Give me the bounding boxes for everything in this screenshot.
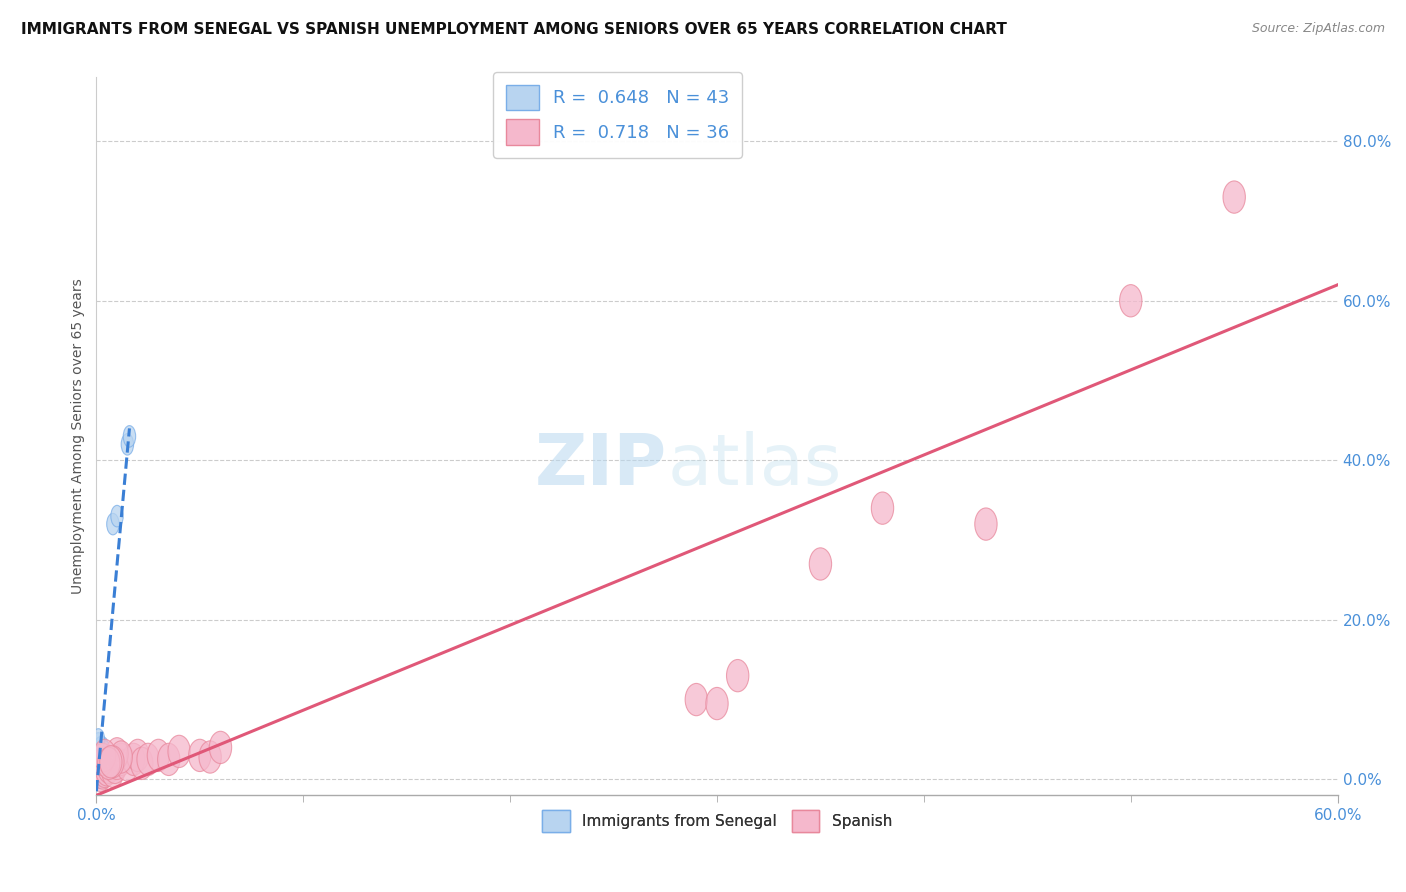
Ellipse shape bbox=[97, 766, 108, 788]
Ellipse shape bbox=[94, 748, 107, 770]
Ellipse shape bbox=[110, 741, 132, 773]
Ellipse shape bbox=[94, 753, 107, 774]
Ellipse shape bbox=[810, 548, 831, 580]
Ellipse shape bbox=[94, 762, 107, 784]
Ellipse shape bbox=[98, 751, 111, 772]
Ellipse shape bbox=[93, 762, 104, 784]
Ellipse shape bbox=[110, 743, 132, 775]
Ellipse shape bbox=[97, 756, 108, 778]
Ellipse shape bbox=[93, 756, 104, 778]
Ellipse shape bbox=[91, 743, 114, 775]
Ellipse shape bbox=[107, 513, 120, 535]
Ellipse shape bbox=[93, 767, 104, 789]
Ellipse shape bbox=[98, 762, 111, 784]
Ellipse shape bbox=[98, 740, 111, 762]
Ellipse shape bbox=[94, 737, 107, 758]
Ellipse shape bbox=[94, 759, 107, 780]
Ellipse shape bbox=[209, 731, 232, 764]
Ellipse shape bbox=[148, 739, 170, 772]
Ellipse shape bbox=[97, 747, 120, 780]
Ellipse shape bbox=[93, 756, 115, 788]
Ellipse shape bbox=[101, 756, 124, 788]
Ellipse shape bbox=[91, 756, 114, 789]
Ellipse shape bbox=[97, 764, 108, 786]
Ellipse shape bbox=[97, 763, 108, 785]
Ellipse shape bbox=[93, 766, 104, 788]
Ellipse shape bbox=[100, 764, 112, 786]
Ellipse shape bbox=[98, 766, 111, 788]
Ellipse shape bbox=[93, 729, 104, 750]
Ellipse shape bbox=[93, 761, 104, 782]
Ellipse shape bbox=[122, 743, 145, 775]
Ellipse shape bbox=[103, 762, 115, 784]
Ellipse shape bbox=[90, 759, 111, 791]
Text: IMMIGRANTS FROM SENEGAL VS SPANISH UNEMPLOYMENT AMONG SENIORS OVER 65 YEARS CORR: IMMIGRANTS FROM SENEGAL VS SPANISH UNEMP… bbox=[21, 22, 1007, 37]
Ellipse shape bbox=[93, 745, 104, 766]
Ellipse shape bbox=[94, 755, 107, 776]
Ellipse shape bbox=[94, 767, 107, 789]
Ellipse shape bbox=[121, 434, 134, 455]
Ellipse shape bbox=[101, 746, 124, 778]
Ellipse shape bbox=[97, 748, 108, 770]
Ellipse shape bbox=[136, 743, 159, 775]
Ellipse shape bbox=[100, 747, 112, 768]
Ellipse shape bbox=[94, 759, 107, 780]
Ellipse shape bbox=[872, 492, 894, 524]
Legend: Immigrants from Senegal, Spanish: Immigrants from Senegal, Spanish bbox=[536, 804, 898, 838]
Ellipse shape bbox=[100, 746, 122, 778]
Ellipse shape bbox=[127, 739, 149, 772]
Ellipse shape bbox=[1223, 181, 1246, 213]
Ellipse shape bbox=[131, 747, 153, 780]
Ellipse shape bbox=[94, 766, 107, 788]
Ellipse shape bbox=[974, 508, 997, 541]
Ellipse shape bbox=[100, 761, 112, 782]
Ellipse shape bbox=[97, 762, 108, 784]
Y-axis label: Unemployment Among Seniors over 65 years: Unemployment Among Seniors over 65 years bbox=[72, 278, 86, 594]
Ellipse shape bbox=[98, 764, 111, 786]
Ellipse shape bbox=[93, 732, 104, 755]
Ellipse shape bbox=[93, 739, 115, 772]
Text: ZIP: ZIP bbox=[536, 431, 668, 500]
Ellipse shape bbox=[685, 683, 707, 715]
Ellipse shape bbox=[97, 759, 108, 780]
Ellipse shape bbox=[105, 738, 128, 770]
Ellipse shape bbox=[111, 506, 124, 527]
Ellipse shape bbox=[100, 764, 112, 786]
Ellipse shape bbox=[105, 747, 128, 780]
Ellipse shape bbox=[1119, 285, 1142, 317]
Ellipse shape bbox=[98, 755, 111, 776]
Ellipse shape bbox=[104, 751, 127, 783]
Ellipse shape bbox=[93, 764, 104, 786]
Ellipse shape bbox=[100, 748, 122, 781]
Ellipse shape bbox=[727, 659, 749, 692]
Ellipse shape bbox=[124, 425, 135, 447]
Ellipse shape bbox=[200, 741, 221, 773]
Ellipse shape bbox=[167, 735, 190, 768]
Ellipse shape bbox=[157, 743, 180, 775]
Ellipse shape bbox=[188, 739, 211, 772]
Ellipse shape bbox=[96, 754, 118, 786]
Ellipse shape bbox=[117, 748, 139, 781]
Ellipse shape bbox=[706, 688, 728, 720]
Text: atlas: atlas bbox=[668, 431, 842, 500]
Text: Source: ZipAtlas.com: Source: ZipAtlas.com bbox=[1251, 22, 1385, 36]
Ellipse shape bbox=[94, 764, 107, 786]
Ellipse shape bbox=[94, 743, 107, 764]
Ellipse shape bbox=[97, 751, 120, 783]
Ellipse shape bbox=[97, 737, 108, 758]
